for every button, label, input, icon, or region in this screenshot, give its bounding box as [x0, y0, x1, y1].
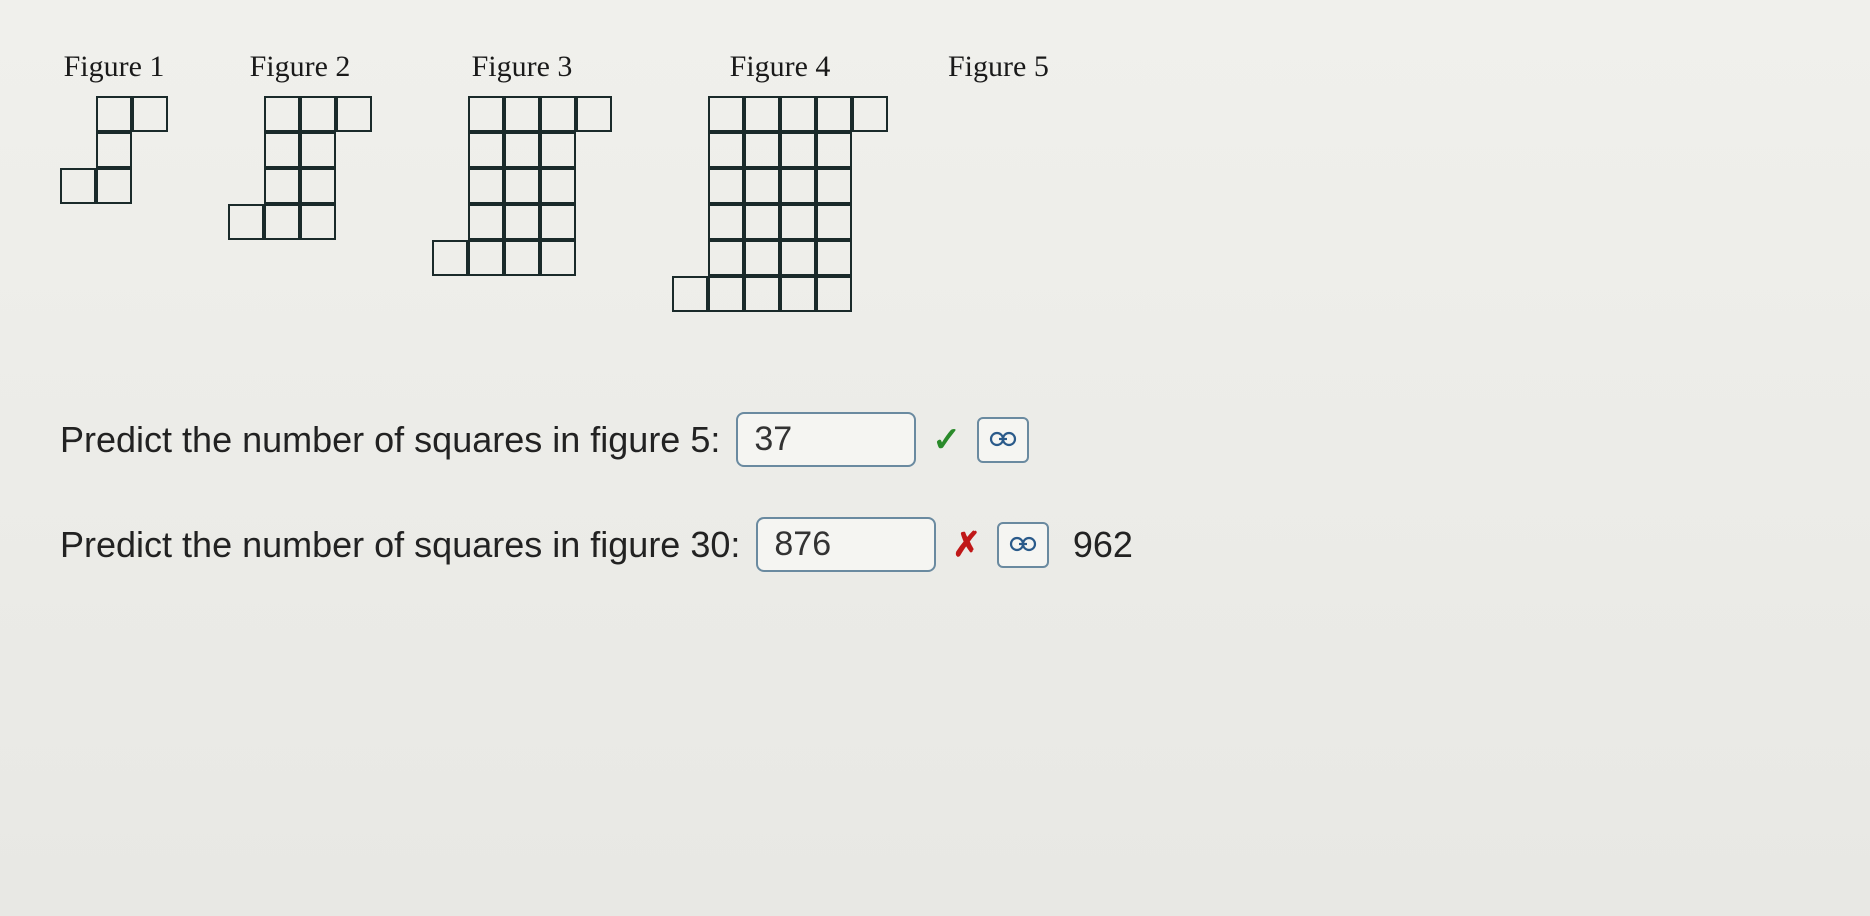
grid-cell	[672, 276, 708, 312]
figure-block-1: Figure 1	[60, 50, 168, 204]
figure-label: Figure 4	[730, 50, 831, 84]
grid-cell	[96, 96, 132, 132]
grid-cell	[96, 132, 132, 168]
grid-cell	[708, 168, 744, 204]
grid-cell	[300, 132, 336, 168]
grid-cell	[504, 168, 540, 204]
grid-cell	[504, 204, 540, 240]
figure-shape	[60, 96, 168, 204]
grid-cell	[468, 96, 504, 132]
grid-cell	[468, 132, 504, 168]
grid-cell	[780, 204, 816, 240]
grid-cell	[468, 168, 504, 204]
grid-cell	[780, 168, 816, 204]
question-row: Predict the number of squares in figure …	[60, 517, 1810, 572]
answer-input[interactable]: 876	[756, 517, 936, 572]
grid-cell	[744, 168, 780, 204]
grid-cell	[504, 132, 540, 168]
figure-label: Figure 2	[250, 50, 351, 84]
grid-cell	[744, 276, 780, 312]
grid-cell	[780, 240, 816, 276]
grid-cell	[336, 96, 372, 132]
grid-cell	[576, 96, 612, 132]
grid-cell	[540, 168, 576, 204]
figure-block-2: Figure 2	[228, 50, 372, 240]
grid-cell	[540, 132, 576, 168]
grid-cell	[744, 96, 780, 132]
grid-cell	[300, 96, 336, 132]
grid-cell	[780, 276, 816, 312]
figure-label: Figure 1	[64, 50, 165, 84]
figure-block-4: Figure 4	[672, 50, 888, 312]
grid-cell	[816, 132, 852, 168]
grid-cell	[264, 204, 300, 240]
figure-label: Figure 3	[472, 50, 573, 84]
answer-input[interactable]: 37	[736, 412, 916, 467]
grid-cell	[300, 204, 336, 240]
question-row: Predict the number of squares in figure …	[60, 412, 1810, 467]
question-prompt: Predict the number of squares in figure …	[60, 419, 720, 461]
grid-cell	[708, 240, 744, 276]
grid-cell	[816, 240, 852, 276]
grid-cell	[264, 132, 300, 168]
correct-answer: 962	[1073, 524, 1133, 566]
grid-cell	[228, 204, 264, 240]
grid-cell	[744, 240, 780, 276]
grid-cell	[264, 96, 300, 132]
grid-cell	[780, 96, 816, 132]
grid-cell	[816, 204, 852, 240]
figure-shape	[432, 96, 612, 276]
grid-cell	[132, 96, 168, 132]
grid-cell	[432, 240, 468, 276]
grid-cell	[780, 132, 816, 168]
check-icon: ✓	[932, 420, 961, 460]
grid-cell	[300, 168, 336, 204]
grid-cell	[816, 96, 852, 132]
grid-cell	[96, 168, 132, 204]
grid-cell	[816, 168, 852, 204]
grid-cell	[744, 204, 780, 240]
grid-cell	[708, 132, 744, 168]
figures-row: Figure 1 Figure 2 Figure 3 Figure 4 Figure 5	[60, 50, 1810, 312]
grid-cell	[540, 96, 576, 132]
figure-block-5: Figure 5	[948, 50, 1049, 96]
link-icon[interactable]	[977, 417, 1029, 463]
grid-cell	[468, 240, 504, 276]
question-prompt: Predict the number of squares in figure …	[60, 524, 740, 566]
grid-cell	[708, 204, 744, 240]
grid-cell	[540, 240, 576, 276]
cross-icon: ✗	[952, 525, 981, 565]
figure-label: Figure 5	[948, 50, 1049, 84]
grid-cell	[708, 96, 744, 132]
grid-cell	[264, 168, 300, 204]
grid-cell	[504, 240, 540, 276]
figure-shape	[228, 96, 372, 240]
figure-shape	[672, 96, 888, 312]
grid-cell	[468, 204, 504, 240]
questions-section: Predict the number of squares in figure …	[60, 412, 1810, 572]
grid-cell	[540, 204, 576, 240]
link-icon[interactable]	[997, 522, 1049, 568]
grid-cell	[852, 96, 888, 132]
grid-cell	[708, 276, 744, 312]
grid-cell	[60, 168, 96, 204]
figure-block-3: Figure 3	[432, 50, 612, 276]
grid-cell	[504, 96, 540, 132]
grid-cell	[816, 276, 852, 312]
grid-cell	[744, 132, 780, 168]
